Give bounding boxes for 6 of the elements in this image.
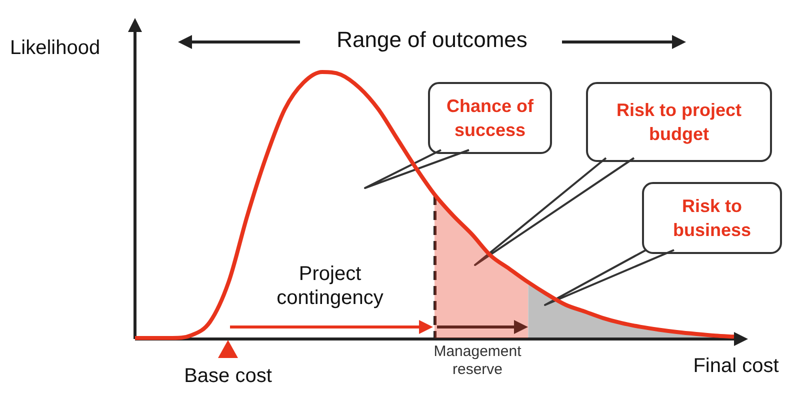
- text: Management reserve: [432, 343, 522, 379]
- text: Base cost: [183, 364, 273, 388]
- text: Range of outcomes: [336, 27, 528, 54]
- x-axis-title: Final cost: [692, 354, 780, 378]
- y-axis-title: Likelihood: [10, 36, 102, 60]
- annotation: Project contingency: [276, 262, 384, 310]
